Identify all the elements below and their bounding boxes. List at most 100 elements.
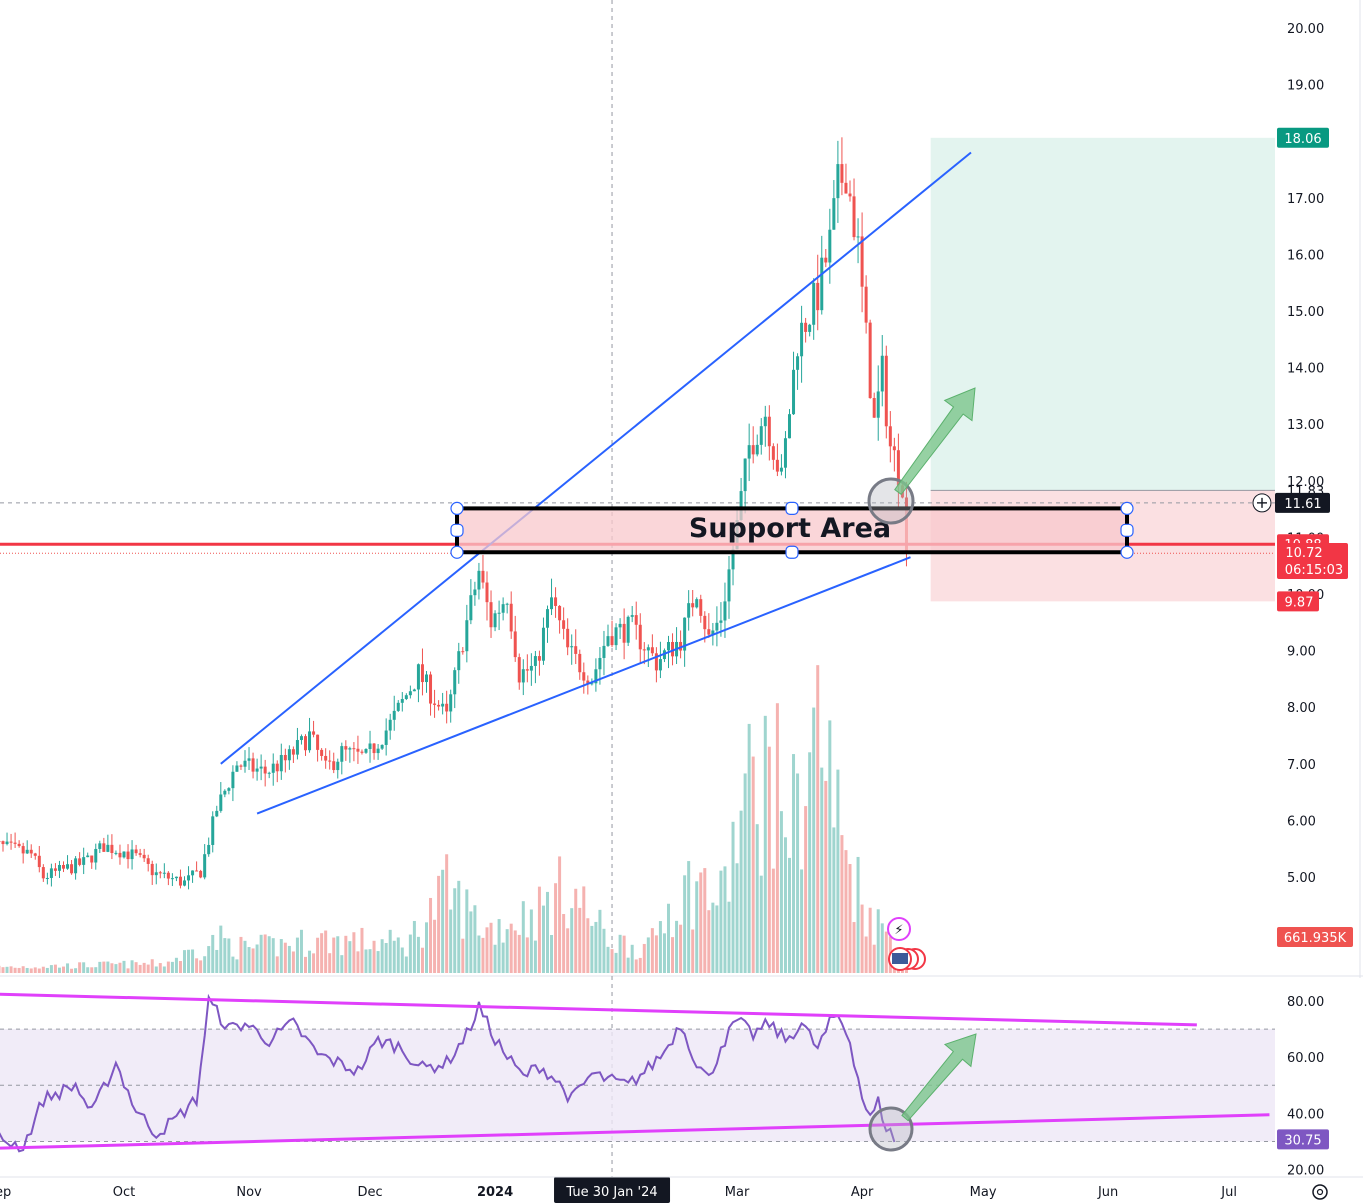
candle-body[interactable] (787, 414, 791, 439)
candle-body[interactable] (17, 843, 21, 847)
candle-body[interactable] (182, 880, 186, 886)
candle-body[interactable] (53, 868, 57, 871)
candle-body[interactable] (158, 872, 162, 874)
candle-body[interactable] (110, 844, 114, 853)
candle-body[interactable] (550, 597, 554, 610)
candle-body[interactable] (880, 355, 884, 392)
candle-body[interactable] (505, 603, 509, 605)
candle-body[interactable] (150, 863, 154, 876)
candle-body[interactable] (122, 851, 126, 858)
candle-body[interactable] (308, 731, 312, 751)
candle-body[interactable] (316, 734, 320, 750)
candle-body[interactable] (743, 458, 747, 492)
candle-body[interactable] (291, 749, 295, 755)
candle-body[interactable] (231, 771, 235, 789)
candle-body[interactable] (820, 257, 824, 311)
candle-body[interactable] (372, 743, 376, 754)
candle-body[interactable] (646, 647, 650, 651)
settings-gear-icon[interactable] (1312, 1184, 1328, 1200)
candle-body[interactable] (783, 438, 787, 468)
candle-body[interactable] (384, 730, 388, 745)
candle-body[interactable] (751, 445, 755, 455)
candle-body[interactable] (836, 164, 840, 199)
candle-body[interactable] (610, 636, 614, 646)
candle-body[interactable] (9, 841, 13, 843)
candle-body[interactable] (41, 867, 45, 879)
candle-body[interactable] (78, 858, 82, 865)
candle-body[interactable] (408, 691, 412, 696)
candle-body[interactable] (344, 746, 348, 750)
candle-body[interactable] (138, 853, 142, 855)
candle-body[interactable] (21, 846, 25, 854)
candle-body[interactable] (630, 615, 634, 617)
candle-body[interactable] (380, 744, 384, 749)
candle-body[interactable] (392, 710, 396, 720)
candle-body[interactable] (45, 877, 49, 879)
lightning-event-icon[interactable] (887, 917, 911, 941)
candle-body[interactable] (872, 398, 876, 418)
candle-body[interactable] (521, 669, 525, 683)
candle-body[interactable] (364, 749, 368, 753)
candle-body[interactable] (429, 674, 433, 704)
rsi-line[interactable] (0, 993, 896, 1153)
candle-body[interactable] (606, 636, 610, 646)
bullish-arrow-rsi[interactable] (901, 1033, 977, 1122)
candle-body[interactable] (473, 589, 477, 596)
candle-body[interactable] (433, 703, 437, 705)
candle-body[interactable] (29, 849, 33, 854)
candle-body[interactable] (33, 853, 37, 856)
candle-body[interactable] (303, 736, 307, 751)
candle-body[interactable] (376, 748, 380, 754)
candle-body[interactable] (868, 322, 872, 399)
candle-body[interactable] (453, 670, 457, 695)
candle-body[interactable] (74, 858, 78, 874)
candle-body[interactable] (328, 760, 332, 762)
candle-body[interactable] (614, 627, 618, 646)
candle-body[interactable] (227, 788, 231, 791)
candle-body[interactable] (412, 689, 416, 692)
candle-body[interactable] (332, 761, 336, 771)
candle-body[interactable] (715, 622, 719, 631)
candle-body[interactable] (638, 624, 642, 650)
candle-body[interactable] (356, 748, 360, 752)
candle-body[interactable] (320, 749, 324, 756)
candle-body[interactable] (594, 669, 598, 684)
candle-body[interactable] (199, 870, 203, 878)
candle-body[interactable] (178, 876, 182, 886)
support-area-handle[interactable] (785, 501, 799, 516)
candle-body[interactable] (235, 765, 239, 772)
candle-body[interactable] (537, 656, 541, 661)
candle-body[interactable] (162, 872, 166, 874)
candle-body[interactable] (828, 229, 832, 263)
candle-body[interactable] (755, 444, 759, 455)
candle-body[interactable] (388, 719, 392, 731)
candle-body[interactable] (634, 615, 638, 625)
candle-body[interactable] (586, 680, 590, 685)
candle-body[interactable] (118, 852, 122, 858)
candle-body[interactable] (509, 603, 513, 632)
candle-body[interactable] (699, 599, 703, 616)
candle-body[interactable] (37, 855, 41, 868)
candle-body[interactable] (368, 743, 372, 750)
candle-body[interactable] (723, 601, 727, 621)
candle-body[interactable] (62, 864, 66, 869)
candle-body[interactable] (70, 864, 74, 874)
candle-body[interactable] (654, 653, 658, 671)
candle-body[interactable] (106, 844, 110, 852)
candle-body[interactable] (489, 602, 493, 628)
candle-body[interactable] (719, 620, 723, 623)
candle-body[interactable] (497, 612, 501, 614)
candle-body[interactable] (691, 603, 695, 608)
candle-body[interactable] (102, 843, 106, 852)
candle-body[interactable] (562, 620, 566, 629)
candle-body[interactable] (441, 703, 445, 707)
candle-body[interactable] (25, 849, 29, 854)
candle-body[interactable] (416, 664, 420, 690)
candle-body[interactable] (126, 851, 130, 860)
candle-body[interactable] (424, 674, 428, 683)
candle-body[interactable] (219, 794, 223, 811)
candle-body[interactable] (767, 416, 771, 447)
candle-body[interactable] (469, 595, 473, 621)
candle-body[interactable] (832, 198, 836, 230)
